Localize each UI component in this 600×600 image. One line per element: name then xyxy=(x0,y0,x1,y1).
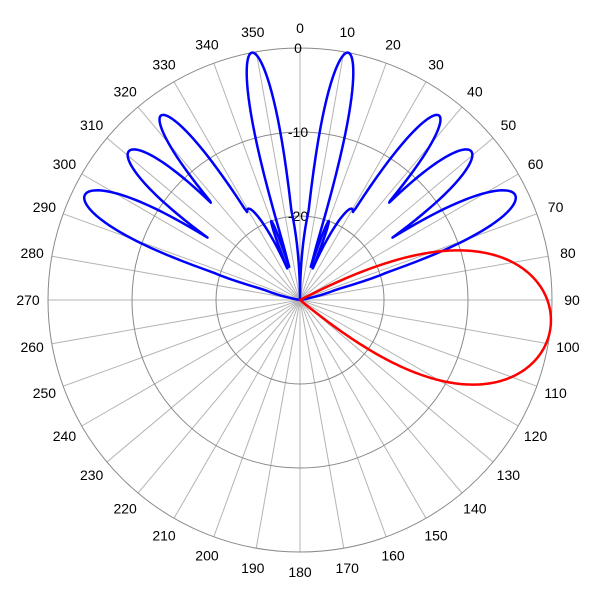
angle-tick-label: 350 xyxy=(241,24,265,40)
radial-tick-label: -10 xyxy=(288,124,308,140)
grid-spoke xyxy=(299,299,345,549)
radial-tick-label: 0 xyxy=(294,40,302,56)
grid-spoke xyxy=(299,51,345,301)
angle-tick-label: 190 xyxy=(241,560,265,576)
angle-tick-label: 160 xyxy=(381,548,405,564)
grid-spoke xyxy=(299,299,427,519)
grid-spoke xyxy=(255,51,301,301)
angle-tick-label: 180 xyxy=(288,564,312,580)
angle-tick-label: 40 xyxy=(467,84,483,100)
angle-tick-label: 10 xyxy=(339,24,355,40)
grid-spoke xyxy=(299,299,494,463)
grid-spoke xyxy=(299,137,494,301)
angle-tick-label: 230 xyxy=(80,467,104,483)
angle-tick-label: 200 xyxy=(195,548,219,564)
grid-spoke xyxy=(51,299,301,345)
grid-spoke xyxy=(51,255,301,301)
angle-tick-label: 320 xyxy=(113,84,137,100)
angle-tick-label: 300 xyxy=(53,156,77,172)
grid-spoke xyxy=(63,213,301,301)
angle-tick-label: 330 xyxy=(152,56,176,72)
grid-spoke xyxy=(255,299,301,549)
angle-tick-label: 310 xyxy=(80,117,104,133)
grid-spoke xyxy=(299,299,549,345)
grid-ring xyxy=(131,131,469,469)
grid-spoke xyxy=(137,299,301,494)
grid-spoke xyxy=(81,299,301,427)
angle-tick-label: 270 xyxy=(16,292,40,308)
angle-tick-label: 0 xyxy=(296,20,304,36)
angle-tick-label: 110 xyxy=(544,385,567,401)
angle-tick-label: 90 xyxy=(564,292,580,308)
angle-tick-label: 60 xyxy=(528,156,544,172)
angle-tick-label: 140 xyxy=(463,500,487,516)
angle-tick-label: 240 xyxy=(53,428,77,444)
angle-tick-label: 130 xyxy=(497,467,521,483)
grid-spoke xyxy=(299,63,387,301)
angle-tick-label: 290 xyxy=(33,199,57,215)
angle-tick-label: 80 xyxy=(560,245,576,261)
angle-tick-label: 30 xyxy=(428,56,444,72)
angle-tick-label: 150 xyxy=(424,528,448,544)
grid-spoke xyxy=(299,81,427,301)
radial-labels: 0-10-20 xyxy=(288,40,308,224)
series-layer xyxy=(82,51,553,386)
grid-spoke xyxy=(106,137,301,301)
outer-ring xyxy=(47,47,553,553)
grid-ring xyxy=(215,215,385,385)
grid-spoke xyxy=(299,299,537,387)
polar-grid xyxy=(47,47,553,553)
grid-spoke xyxy=(299,213,537,301)
grid-spoke xyxy=(106,299,301,463)
angle-tick-label: 70 xyxy=(548,199,564,215)
angle-tick-label: 220 xyxy=(113,500,137,516)
angle-tick-label: 120 xyxy=(524,428,548,444)
grid-spoke xyxy=(299,299,463,494)
grid-spoke xyxy=(299,255,549,301)
angle-tick-label: 20 xyxy=(385,36,401,52)
angle-tick-label: 280 xyxy=(20,245,44,261)
angle-tick-label: 100 xyxy=(556,339,580,355)
series-red-pattern xyxy=(298,249,553,386)
grid-spoke xyxy=(213,63,301,301)
angle-tick-label: 50 xyxy=(501,117,517,133)
grid-spoke xyxy=(173,81,301,301)
angle-tick-label: 340 xyxy=(195,36,219,52)
angle-tick-label: 210 xyxy=(152,528,176,544)
angle-tick-label: 170 xyxy=(336,560,360,576)
grid-spoke xyxy=(63,299,301,387)
angle-tick-label: 260 xyxy=(20,339,44,355)
angle-tick-label: 250 xyxy=(33,385,57,401)
grid-spoke xyxy=(299,299,519,427)
angle-labels: 0 10 20 30 40 50 60 70 80 90 100 110 120 130 140 150 160… xyxy=(16,20,580,580)
grid-spoke xyxy=(173,299,301,519)
grid-spoke xyxy=(213,299,301,537)
grid-spoke xyxy=(299,299,387,537)
